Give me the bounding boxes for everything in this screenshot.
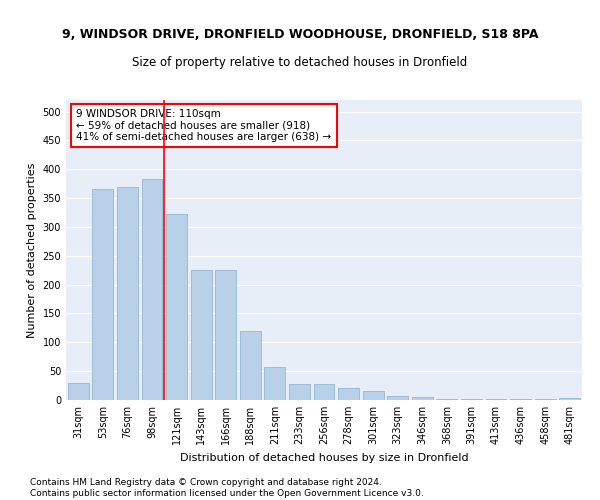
Bar — [117, 186, 138, 400]
Bar — [142, 179, 163, 400]
Bar — [166, 214, 187, 400]
Text: 9, WINDSOR DRIVE, DRONFIELD WOODHOUSE, DRONFIELD, S18 8PA: 9, WINDSOR DRIVE, DRONFIELD WOODHOUSE, D… — [62, 28, 538, 42]
Bar — [338, 388, 359, 400]
Bar — [289, 384, 310, 400]
Text: Contains HM Land Registry data © Crown copyright and database right 2024.
Contai: Contains HM Land Registry data © Crown c… — [30, 478, 424, 498]
Bar — [215, 270, 236, 400]
Bar — [559, 398, 580, 400]
Bar — [387, 396, 408, 400]
Bar — [68, 384, 89, 400]
Text: Size of property relative to detached houses in Dronfield: Size of property relative to detached ho… — [133, 56, 467, 69]
Y-axis label: Number of detached properties: Number of detached properties — [27, 162, 37, 338]
Bar — [265, 366, 286, 400]
Bar — [412, 397, 433, 400]
Text: 9 WINDSOR DRIVE: 110sqm
← 59% of detached houses are smaller (918)
41% of semi-d: 9 WINDSOR DRIVE: 110sqm ← 59% of detache… — [76, 109, 331, 142]
Bar — [92, 190, 113, 400]
Bar — [240, 331, 261, 400]
Bar — [314, 384, 334, 400]
Bar — [191, 270, 212, 400]
Bar — [362, 392, 383, 400]
X-axis label: Distribution of detached houses by size in Dronfield: Distribution of detached houses by size … — [179, 452, 469, 462]
